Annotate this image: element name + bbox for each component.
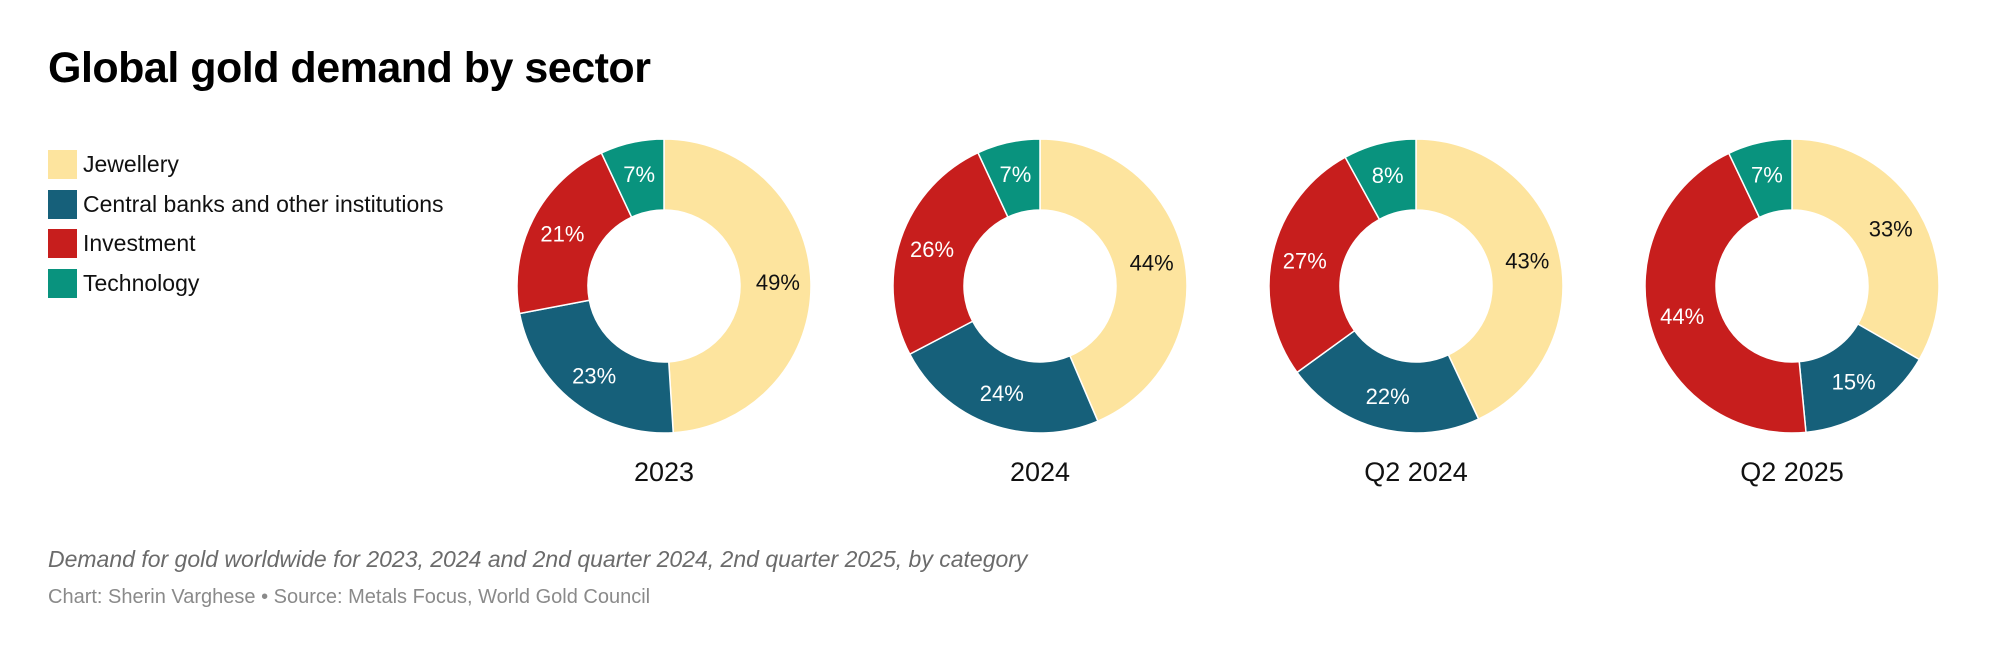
slice-label-investment: 21% <box>540 222 584 247</box>
slice-technology <box>600 138 665 219</box>
slice-label-central-banks: 24% <box>980 381 1024 406</box>
slice-investment <box>1644 152 1807 434</box>
slice-label-jewellery: 33% <box>1869 217 1913 242</box>
slice-label-technology: 7% <box>1751 162 1783 187</box>
slice-label-investment: 26% <box>910 237 954 262</box>
slice-label-central-banks: 22% <box>1366 384 1410 409</box>
slice-label-technology: 7% <box>999 162 1031 187</box>
slice-investment <box>1268 156 1381 374</box>
donut-chart-0: 49% 23% 21% 7% 2023 <box>516 138 812 487</box>
slice-label-jewellery: 49% <box>756 270 800 295</box>
slice-label-central-banks: 23% <box>572 364 616 389</box>
legend-swatch-technology <box>48 268 77 298</box>
donut-chart-3: 33% 15% 44% 7% Q2 2025 <box>1644 138 1940 487</box>
legend-label-central-banks: Central banks and other institutions <box>83 190 444 217</box>
slice-label-investment: 44% <box>1660 304 1704 329</box>
chart-credit: Chart: Sherin Varghese • Source: Metals … <box>48 586 651 608</box>
slice-jewellery <box>663 138 812 434</box>
legend-label-investment: Investment <box>83 230 196 256</box>
legend-swatch-jewellery <box>48 150 77 179</box>
slice-jewellery <box>1791 138 1940 361</box>
slice-label-central-banks: 15% <box>1832 369 1876 394</box>
slice-label-technology: 8% <box>1372 163 1404 188</box>
donut-chart-1: 44% 24% 26% 7% 2024 <box>892 138 1188 487</box>
slice-technology <box>1344 138 1417 221</box>
slice-technology <box>976 138 1041 219</box>
legend-swatch-investment <box>48 229 77 258</box>
slice-technology <box>1727 138 1793 219</box>
slice-label-investment: 27% <box>1283 249 1327 274</box>
slice-label-jewellery: 43% <box>1505 249 1549 274</box>
slice-label-jewellery: 44% <box>1130 251 1174 276</box>
slice-investment <box>892 151 1009 356</box>
legend-label-jewellery: Jewellery <box>83 151 179 177</box>
chart-title: Global gold demand by sector <box>48 44 651 92</box>
slice-central-banks <box>908 320 1099 434</box>
legend-label-technology: Technology <box>83 269 200 296</box>
slice-central-banks <box>1296 329 1480 434</box>
slice-central-banks <box>518 299 675 434</box>
chart-caption: Demand for gold worldwide for 2023, 2024… <box>48 546 1028 572</box>
slice-jewellery <box>1039 138 1188 423</box>
chart-period-label: 2024 <box>1010 457 1070 487</box>
chart-period-label: 2023 <box>634 457 694 487</box>
chart-period-label: Q2 2024 <box>1364 457 1468 487</box>
slice-label-technology: 7% <box>623 162 655 187</box>
donut-chart-2: 43% 22% 27% 8% Q2 2024 <box>1268 138 1564 487</box>
legend-swatch-central-banks <box>48 189 77 219</box>
slice-jewellery <box>1415 138 1564 421</box>
slice-investment <box>516 151 633 315</box>
chart-period-label: Q2 2025 <box>1740 457 1844 487</box>
